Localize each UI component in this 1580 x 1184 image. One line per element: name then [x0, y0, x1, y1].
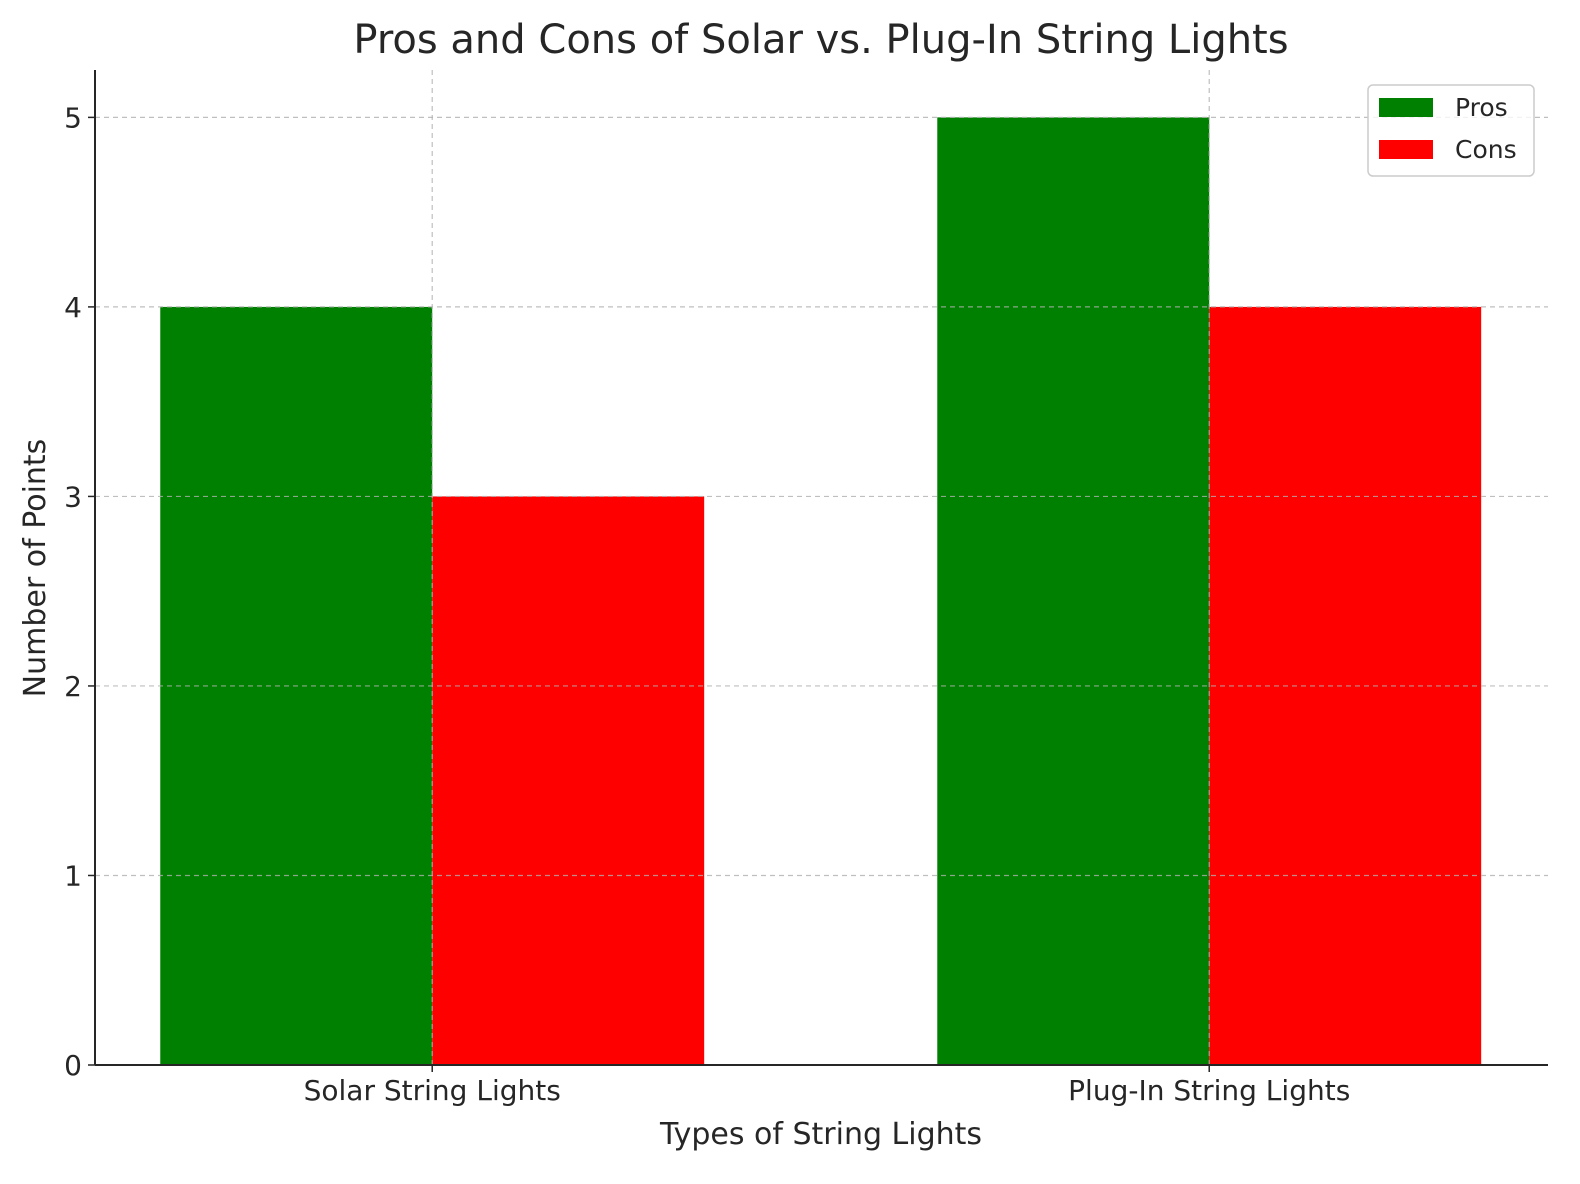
bar-cons — [1209, 306, 1482, 1065]
bar-pros — [937, 117, 1210, 1065]
legend-swatch-pros — [1379, 98, 1433, 117]
legend: Pros Cons — [1367, 84, 1535, 177]
tick-labels: 0 1 2 3 4 5 Solar String Lights Plug-In String … — [64, 101, 1350, 1107]
legend-swatch-cons — [1379, 140, 1433, 159]
x-axis-label: Types of String Lights — [659, 1117, 982, 1152]
x-tick-label: Plug-In String Lights — [1068, 1074, 1350, 1107]
legend-label-cons: Cons — [1455, 135, 1517, 164]
y-tick-label: 5 — [64, 101, 82, 134]
y-axis-label: Number of Points — [18, 439, 53, 698]
y-tick-label: 4 — [64, 291, 82, 324]
gridlines — [95, 70, 1548, 1065]
bar-cons — [432, 496, 705, 1065]
x-tick-label: Solar String Lights — [304, 1074, 561, 1107]
legend-label-pros: Pros — [1455, 93, 1508, 122]
bars — [160, 117, 1482, 1065]
chart-title: Pros and Cons of Solar vs. Plug-In Strin… — [353, 17, 1288, 63]
y-tick-label: 3 — [64, 480, 82, 513]
y-tick-label: 1 — [64, 859, 82, 892]
y-tick-label: 2 — [64, 670, 82, 703]
y-tick-label: 0 — [64, 1049, 82, 1082]
axes — [88, 70, 1548, 1072]
